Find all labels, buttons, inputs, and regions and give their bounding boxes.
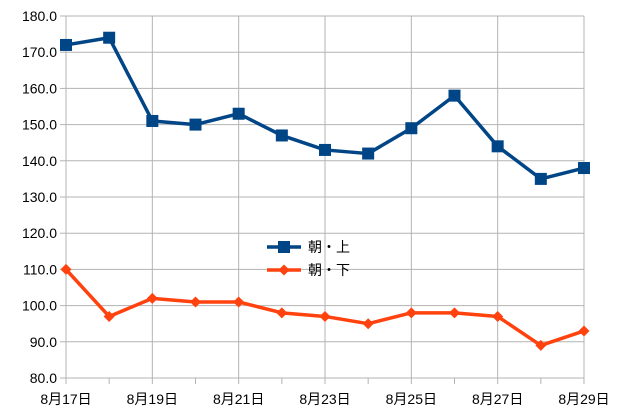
data-point xyxy=(103,310,115,322)
y-tick-label: 100.0 xyxy=(22,298,57,314)
legend: 朝・上朝・下 xyxy=(267,240,350,279)
y-tick-label: 140.0 xyxy=(22,153,57,169)
data-point xyxy=(319,310,331,322)
data-point xyxy=(190,296,201,308)
x-tick-label: 8月23日 xyxy=(299,391,350,407)
data-point xyxy=(232,107,245,120)
series-group xyxy=(60,31,590,351)
data-point xyxy=(275,129,288,142)
legend-label: 朝・上 xyxy=(308,240,350,256)
data-point xyxy=(405,307,417,319)
x-tick-label: 8月27日 xyxy=(472,391,523,407)
x-tick-label: 8月25日 xyxy=(386,391,437,407)
y-tick-label: 120.0 xyxy=(22,225,57,241)
y-tick-label: 150.0 xyxy=(22,117,57,133)
y-tick-label: 130.0 xyxy=(22,189,57,205)
y-axis-tick-labels: 80.0 90.0 100.0 110.0 120.0 130.0 140.0 150.0 16… xyxy=(22,8,57,386)
y-tick-label: 170.0 xyxy=(22,44,57,60)
data-point xyxy=(189,118,202,131)
data-point xyxy=(319,143,331,156)
data-point xyxy=(578,162,590,175)
data-point xyxy=(535,339,547,351)
legend-marker xyxy=(278,264,290,276)
x-tick-label: 8月19日 xyxy=(127,391,178,407)
y-tick-label: 160.0 xyxy=(22,80,57,96)
y-tick-label: 90.0 xyxy=(30,334,57,350)
data-point xyxy=(491,140,504,153)
legend-item: 朝・下 xyxy=(267,263,350,279)
x-tick-label: 8月29日 xyxy=(558,391,609,407)
y-tick-label: 80.0 xyxy=(30,370,57,386)
y-tick-label: 180.0 xyxy=(22,8,57,24)
data-point xyxy=(362,147,375,160)
x-tick-label: 8月17日 xyxy=(40,391,91,407)
series-1 xyxy=(60,31,590,185)
x-axis-tick-labels: 8月17日 8月19日 8月21日 8月23日 8月25日 8月27日 8月29日 xyxy=(40,391,609,407)
y-tick-label: 110.0 xyxy=(23,261,57,277)
data-point xyxy=(146,114,159,127)
axes xyxy=(60,15,585,384)
data-point xyxy=(276,307,288,319)
legend-label: 朝・下 xyxy=(308,263,350,279)
data-point xyxy=(60,263,72,275)
data-point xyxy=(362,318,374,330)
series-2 xyxy=(60,263,590,351)
data-point xyxy=(103,31,116,44)
legend-marker xyxy=(278,241,290,253)
data-point xyxy=(405,122,418,135)
data-point xyxy=(448,89,461,102)
data-point xyxy=(449,307,460,319)
data-point xyxy=(534,172,547,185)
legend-item: 朝・上 xyxy=(267,240,350,256)
data-point xyxy=(578,325,590,337)
data-point xyxy=(233,296,245,308)
data-point xyxy=(60,38,72,51)
x-tick-label: 8月21日 xyxy=(213,391,264,407)
data-point xyxy=(146,292,158,304)
data-point xyxy=(492,310,504,322)
